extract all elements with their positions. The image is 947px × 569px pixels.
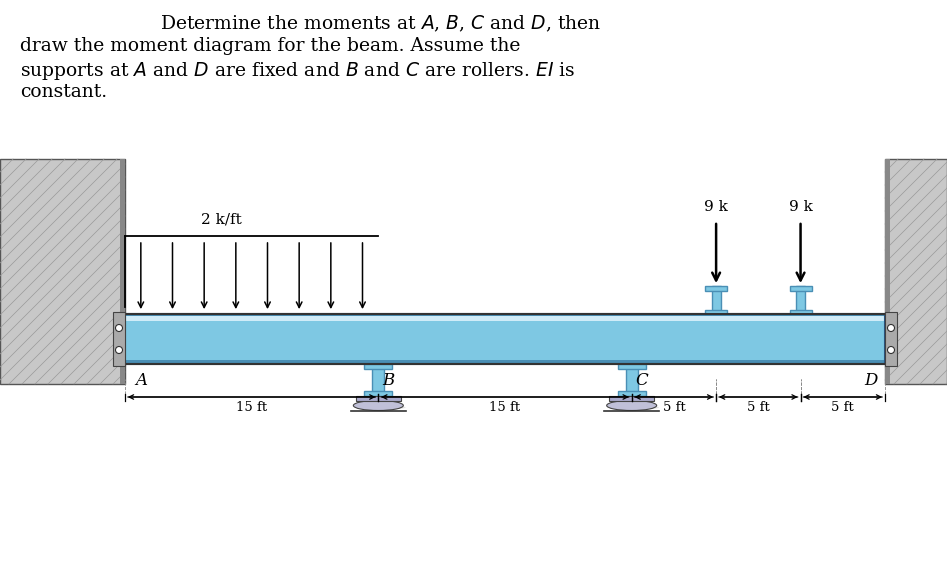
Bar <box>125 314 885 316</box>
Bar <box>885 159 890 384</box>
Bar <box>790 286 812 291</box>
Bar <box>885 312 897 366</box>
Bar <box>790 310 812 314</box>
Text: B: B <box>383 372 395 389</box>
Bar <box>706 286 727 291</box>
Bar <box>365 364 392 369</box>
Bar <box>885 159 947 384</box>
Circle shape <box>887 347 895 353</box>
Text: 5 ft: 5 ft <box>663 401 686 414</box>
Text: constant.: constant. <box>20 83 107 101</box>
Text: C: C <box>635 372 648 389</box>
Text: Determine the moments at $\mathit{A}$, $\mathit{B}$, $\mathit{C}$ and $\mathit{D: Determine the moments at $\mathit{A}$, $… <box>160 14 601 34</box>
Ellipse shape <box>616 406 659 410</box>
Text: draw the moment diagram for the beam. Assume the: draw the moment diagram for the beam. As… <box>20 37 520 55</box>
Text: 5 ft: 5 ft <box>831 401 854 414</box>
Bar <box>796 286 805 314</box>
Bar <box>125 314 885 364</box>
Ellipse shape <box>353 401 403 410</box>
Text: A: A <box>135 372 147 389</box>
Text: 2 k/ft: 2 k/ft <box>201 212 241 226</box>
Ellipse shape <box>607 401 656 410</box>
Circle shape <box>116 324 122 332</box>
Text: 5 ft: 5 ft <box>747 401 770 414</box>
Bar <box>711 286 721 314</box>
Bar <box>609 396 654 401</box>
Circle shape <box>116 347 122 353</box>
Text: 9 k: 9 k <box>705 200 728 214</box>
Bar <box>365 391 392 396</box>
Bar <box>617 391 646 396</box>
Text: supports at $\mathit{A}$ and $\mathit{D}$ are fixed and $\mathit{B}$ and $\mathi: supports at $\mathit{A}$ and $\mathit{D}… <box>20 60 575 82</box>
Text: 15 ft: 15 ft <box>490 401 521 414</box>
Bar <box>356 396 401 401</box>
Bar <box>125 314 885 321</box>
Bar <box>626 364 637 396</box>
Ellipse shape <box>363 406 405 410</box>
Bar <box>372 364 384 396</box>
Bar <box>0 159 125 384</box>
Text: 9 k: 9 k <box>789 200 813 214</box>
Bar <box>125 320 885 360</box>
Bar <box>125 360 885 364</box>
Bar <box>113 312 125 366</box>
Text: D: D <box>865 372 878 389</box>
Text: 15 ft: 15 ft <box>236 401 267 414</box>
Circle shape <box>887 324 895 332</box>
Bar <box>120 159 125 384</box>
Bar <box>617 364 646 369</box>
Bar <box>706 310 727 314</box>
